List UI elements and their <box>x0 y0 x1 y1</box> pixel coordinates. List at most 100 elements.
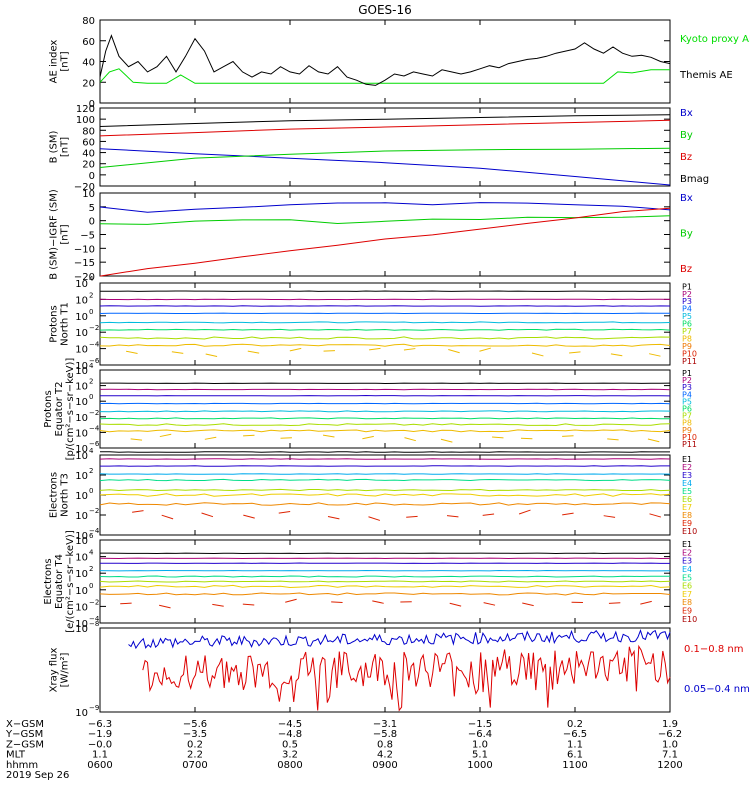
time-value: 0.5 <box>282 739 298 750</box>
y-tick-exponent: 2 <box>89 378 93 386</box>
sparse-segment <box>522 602 534 607</box>
sparse-segment <box>289 347 302 352</box>
series-line-E5 <box>99 478 671 482</box>
time-row-label: Z−GSM <box>6 739 44 750</box>
y-tick-label: −10 <box>74 244 95 255</box>
series-line-0.05−0.4 nm <box>128 628 671 650</box>
time-row-label: Y−GSM <box>5 729 43 740</box>
sparse-segment <box>520 437 533 440</box>
y-tick-label: 5 <box>89 203 95 214</box>
legend-p7: P7 <box>682 412 692 421</box>
sparse-segment <box>205 353 218 357</box>
sparse-segment <box>531 352 544 357</box>
sparse-segment <box>161 514 174 520</box>
y-axis-label: B (SM) <box>49 130 60 163</box>
y-axis-label: [nT] <box>60 224 71 244</box>
y-tick-label: 120 <box>76 104 95 115</box>
legend-long: 0.1−0.8 nm <box>684 644 743 655</box>
time-value: 1.1 <box>567 739 583 750</box>
y-tick-label: 10 <box>75 295 88 306</box>
sparse-segment <box>126 350 138 355</box>
y-tick-exponent: −4 <box>89 341 100 349</box>
sparse-segment <box>369 347 381 351</box>
time-value: −4.5 <box>278 719 302 730</box>
series-line-P6 <box>99 328 671 331</box>
y-tick-exponent: −2 <box>89 409 99 417</box>
legend-e3: E3 <box>682 471 692 480</box>
y-tick-exponent: −4 <box>89 615 100 623</box>
legend-e6: E6 <box>682 582 692 591</box>
y-tick-label: 10 <box>75 361 88 372</box>
legend-e8: E8 <box>682 511 692 520</box>
sparse-segment <box>201 512 214 518</box>
y-tick-label: 10 <box>75 586 88 597</box>
sparse-segment <box>368 516 381 521</box>
legend-p5: P5 <box>682 397 692 406</box>
panel-ee: Electrons Equator T4 [e/(cm²−s−sr−keV)] 10−… <box>43 530 697 633</box>
sparse-segment <box>171 351 184 354</box>
sparse-segment <box>406 515 418 518</box>
y-tick-exponent: −2 <box>89 598 99 606</box>
time-row-label: MLT <box>6 750 26 761</box>
panel-frame <box>99 19 671 104</box>
legend-bmag: Bmag <box>680 174 709 185</box>
legend-p11: P11 <box>682 440 697 449</box>
legend-p4: P4 <box>682 305 692 314</box>
panel-frame <box>99 369 671 449</box>
y-axis-label: Equator T4 <box>54 554 65 609</box>
y-tick-exponent: 0 <box>89 582 93 590</box>
legend-e10: E10 <box>682 615 697 624</box>
y-tick-label: 20 <box>82 160 95 171</box>
y-tick-label: 10 <box>75 413 88 424</box>
time-value: −0.0 <box>88 739 112 750</box>
legend-p6: P6 <box>682 404 692 413</box>
legend-bx: Bx <box>680 193 693 204</box>
sparse-segment <box>243 434 255 437</box>
y-axis-label: Equator T2 <box>54 382 65 437</box>
time-value: −6.2 <box>658 729 682 740</box>
y-tick-label: −20 <box>74 272 95 283</box>
y-tick-label: 10 <box>75 397 88 408</box>
time-value: −1.5 <box>468 719 492 730</box>
legend-bz: Bz <box>680 152 692 163</box>
y-tick-exponent: 4 <box>89 275 94 283</box>
y-axis-label: [W/m²] <box>60 652 71 687</box>
series-line-E6 <box>99 488 671 492</box>
y-tick-exponent: −6 <box>89 357 100 365</box>
legend-p9: P9 <box>682 342 692 351</box>
sparse-segment <box>482 513 495 516</box>
sparse-segment <box>362 435 374 440</box>
sparse-segment <box>285 598 297 603</box>
series-line-bmag <box>99 114 671 127</box>
y-tick-label: 80 <box>82 16 95 27</box>
time-value: 3.2 <box>282 750 298 761</box>
y-axis-label: North T3 <box>60 473 71 517</box>
time-value: 0900 <box>372 760 397 771</box>
y-tick-exponent: −4 <box>89 424 100 432</box>
y-tick-exponent: −2 <box>89 324 99 332</box>
time-value: 0.2 <box>567 719 583 730</box>
y-axis-label: Electrons <box>49 472 60 518</box>
y-tick-label: −15 <box>74 258 95 269</box>
sparse-segment <box>204 436 217 440</box>
series-line-E7 <box>99 493 671 497</box>
legend-short: 0.05−0.4 nm <box>684 684 750 695</box>
y-tick-label: 10 <box>75 328 88 339</box>
sparse-segment <box>562 512 574 516</box>
y-tick-label: 40 <box>82 149 95 160</box>
sparse-segment <box>212 603 224 607</box>
sparse-segment <box>647 438 660 443</box>
time-row-label: X−GSM <box>6 719 44 730</box>
time-value: 2.2 <box>187 750 203 761</box>
time-value: 0600 <box>87 760 112 771</box>
time-axis: X−GSMY−GSMZ−GSMMLThhmm−6.3−1.9−0.01.1060… <box>5 719 683 781</box>
sparse-segment <box>159 433 172 438</box>
series-line-themis-ae <box>99 34 671 86</box>
y-axis-label: North T1 <box>60 302 71 346</box>
sparse-segment <box>569 351 581 354</box>
y-tick-label: 10 <box>75 444 88 455</box>
legend-bx: Bx <box>680 108 693 119</box>
panel-ae: AE index [nT] 0 20 40 60 80 Kyoto proxy AE Themi… <box>49 16 750 110</box>
